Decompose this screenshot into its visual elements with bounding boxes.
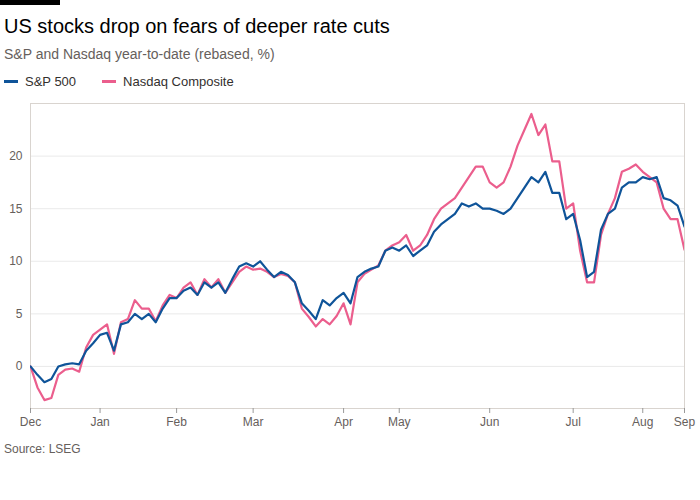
svg-text:Jul: Jul: [566, 415, 581, 429]
svg-text:Jan: Jan: [90, 415, 109, 429]
html-text:S&P and Nasdaq year-to-date (r: S&P and Nasdaq year-to-date (rebased, %): [4, 46, 275, 62]
html-text:Nasdaq Composite: Nasdaq Composite: [123, 74, 234, 89]
svg-text:May: May: [388, 415, 411, 429]
svg-text:Apr: Apr: [334, 415, 353, 429]
html-text:S&P 500: S&P 500: [25, 74, 77, 89]
svg-text:Dec: Dec: [20, 415, 41, 429]
svg-text:15: 15: [9, 202, 23, 216]
svg-text:5: 5: [16, 307, 23, 321]
svg-text:Mar: Mar: [243, 415, 264, 429]
html-text:US stocks drop on fears of dee: US stocks drop on fears of deeper rate c…: [4, 15, 390, 37]
svg-text:Jun: Jun: [480, 415, 499, 429]
svg-text:20: 20: [9, 149, 23, 163]
html-text:Source: LSEG: Source: LSEG: [4, 442, 81, 456]
svg-text:Sep: Sep: [674, 415, 696, 429]
svg-text:Feb: Feb: [166, 415, 187, 429]
svg-text:Aug: Aug: [632, 415, 653, 429]
svg-text:0: 0: [16, 359, 23, 373]
svg-text:10: 10: [9, 254, 23, 268]
